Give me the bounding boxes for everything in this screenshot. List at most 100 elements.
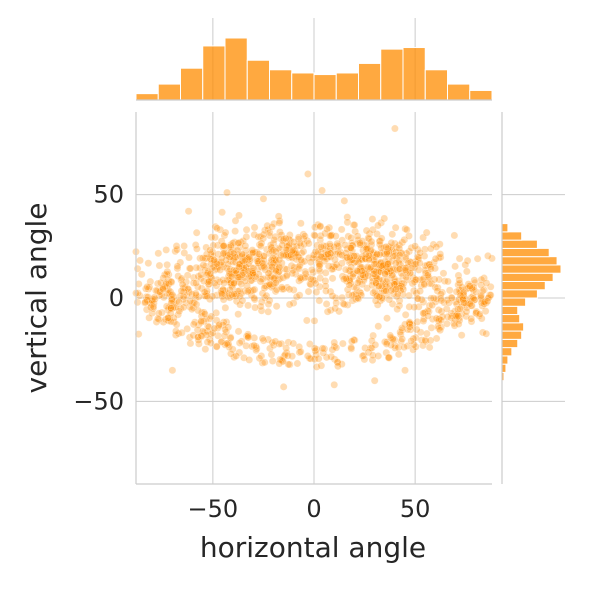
scatter-point — [271, 337, 280, 346]
scatter-point — [176, 292, 185, 300]
scatter-point — [328, 292, 337, 300]
scatter-point — [179, 292, 188, 301]
top-histogram-bar — [335, 72, 359, 101]
scatter-point — [294, 253, 303, 261]
scatter-point — [199, 261, 208, 269]
scatter-point — [313, 241, 321, 250]
scatter-point — [292, 242, 301, 251]
scatter-point — [284, 338, 293, 347]
scatter-point — [261, 226, 269, 235]
scatter-point — [368, 215, 377, 223]
scatter-point — [234, 239, 243, 247]
scatter-point — [260, 358, 269, 367]
scatter-point — [364, 348, 373, 357]
right-histogram-bar — [501, 239, 538, 249]
scatter-point — [400, 343, 408, 352]
scatter-point — [168, 366, 177, 375]
scatter-point — [374, 352, 383, 360]
scatter-point — [221, 228, 230, 237]
scatter-point — [142, 285, 150, 293]
scatter-point — [414, 253, 423, 262]
scatter-point — [412, 325, 421, 334]
scatter-point — [221, 304, 230, 312]
scatter-point — [345, 281, 354, 289]
scatter-point — [243, 254, 252, 263]
scatter-point — [445, 286, 454, 295]
scatter-point — [478, 287, 487, 295]
scatter-point — [172, 303, 180, 311]
scatter-point — [177, 287, 186, 295]
scatter-point — [395, 301, 404, 310]
scatter-point — [255, 250, 263, 258]
scatter-point — [455, 254, 464, 263]
scatter-point — [452, 313, 461, 322]
scatter-point — [275, 256, 284, 264]
scatter-point — [266, 280, 275, 289]
scatter-point — [401, 320, 409, 329]
scatter-point — [342, 249, 350, 257]
scatter-point — [258, 258, 267, 267]
scatter-point — [318, 344, 327, 353]
scatter-point — [339, 339, 347, 348]
scatter-point — [230, 254, 238, 263]
scatter-point — [395, 241, 404, 249]
scatter-point — [314, 354, 323, 363]
scatter-point — [321, 229, 329, 238]
scatter-point — [338, 293, 346, 302]
scatter-point — [159, 285, 167, 293]
scatter-point — [201, 345, 210, 353]
scatter-point — [374, 221, 382, 230]
scatter-point — [365, 234, 373, 243]
scatter-point — [333, 358, 342, 366]
scatter-point — [383, 314, 391, 323]
y-tick-label: −50 — [73, 387, 124, 415]
right-histogram-bar — [501, 355, 509, 365]
scatter-point — [167, 295, 176, 304]
right-histogram-bar — [501, 305, 519, 316]
scatter-point — [201, 310, 209, 318]
scatter-point — [260, 263, 268, 272]
scatter-point — [423, 271, 432, 280]
scatter-point — [205, 280, 213, 288]
scatter-point — [260, 252, 268, 261]
scatter-point — [263, 221, 272, 230]
scatter-point — [468, 284, 476, 293]
scatter-point — [264, 300, 273, 308]
scatter-point — [271, 247, 280, 256]
scatter-point — [259, 336, 268, 345]
scatter-point — [197, 270, 205, 279]
y-tick-label: 50 — [93, 181, 124, 209]
scatter-point — [401, 253, 410, 262]
scatter-point — [437, 316, 445, 324]
scatter-point — [436, 253, 445, 262]
scatter-point — [469, 294, 478, 303]
scatter-point — [467, 314, 475, 323]
scatter-point — [202, 271, 211, 279]
scatter-point — [321, 282, 330, 290]
scatter-point — [424, 269, 432, 278]
scatter-point — [227, 349, 235, 358]
scatter-point — [322, 300, 331, 308]
scatter-point — [394, 290, 402, 298]
scatter-point — [264, 335, 272, 344]
scatter-point — [358, 352, 367, 360]
scatter-point — [191, 318, 199, 326]
scatter-point — [258, 298, 266, 306]
scatter-point — [279, 235, 288, 244]
scatter-point — [421, 337, 430, 346]
scatter-point — [332, 260, 341, 269]
scatter-point — [450, 321, 459, 330]
scatter-point — [411, 257, 420, 266]
scatter-point — [179, 303, 188, 312]
scatter-point — [316, 267, 324, 276]
scatter-point — [295, 291, 304, 300]
scatter-point — [418, 275, 427, 284]
scatter-point — [206, 269, 215, 278]
scatter-point — [436, 326, 444, 334]
scatter-point — [401, 311, 410, 319]
scatter-point — [303, 316, 311, 325]
scatter-point — [170, 318, 178, 326]
scatter-point — [390, 280, 399, 289]
scatter-point — [297, 219, 305, 228]
scatter-point — [406, 269, 414, 277]
